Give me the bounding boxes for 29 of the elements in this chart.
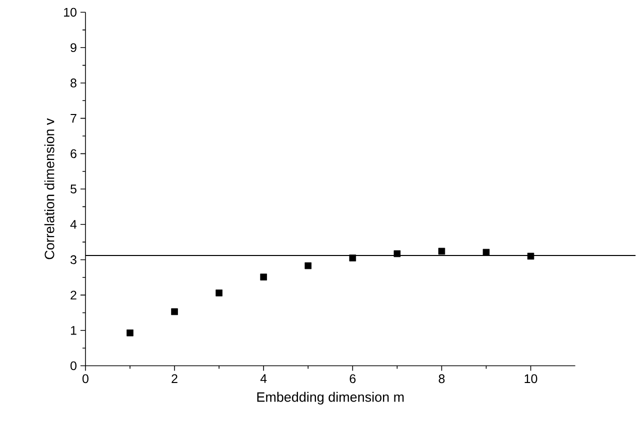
- point: [394, 250, 401, 257]
- x-axis-title: Embedding dimension m: [257, 392, 404, 404]
- x-tick-label: 4: [260, 374, 267, 383]
- y-tick-label: 2: [70, 290, 76, 300]
- y-tick-label: 5: [70, 184, 76, 194]
- x-tick-label: 10: [524, 374, 538, 383]
- point: [171, 308, 178, 315]
- point: [126, 329, 134, 336]
- y-tick-label: 1: [70, 326, 76, 335]
- y-tick-label: 10: [64, 8, 76, 17]
- point: [304, 262, 312, 269]
- x-tick-label: 2: [172, 374, 178, 383]
- x-tick-label: 6: [350, 374, 356, 383]
- point: [527, 252, 534, 260]
- y-tick-label: 0: [70, 361, 76, 370]
- point: [438, 248, 446, 254]
- y-tick-label: 8: [70, 78, 76, 88]
- y-axis-title: Correlation dimension v: [44, 118, 54, 259]
- x-tick-label: 8: [438, 374, 445, 383]
- y-tick-label: 6: [70, 149, 76, 158]
- point: [216, 289, 222, 296]
- y-tick-label: 7: [70, 114, 76, 122]
- point: [260, 273, 267, 280]
- x-tick-label: 0: [82, 374, 88, 383]
- y-tick-label: 3: [70, 255, 76, 264]
- y-tick-label: 4: [70, 220, 77, 228]
- y-tick-label: 9: [70, 43, 76, 52]
- point: [349, 254, 356, 262]
- point: [482, 248, 490, 256]
